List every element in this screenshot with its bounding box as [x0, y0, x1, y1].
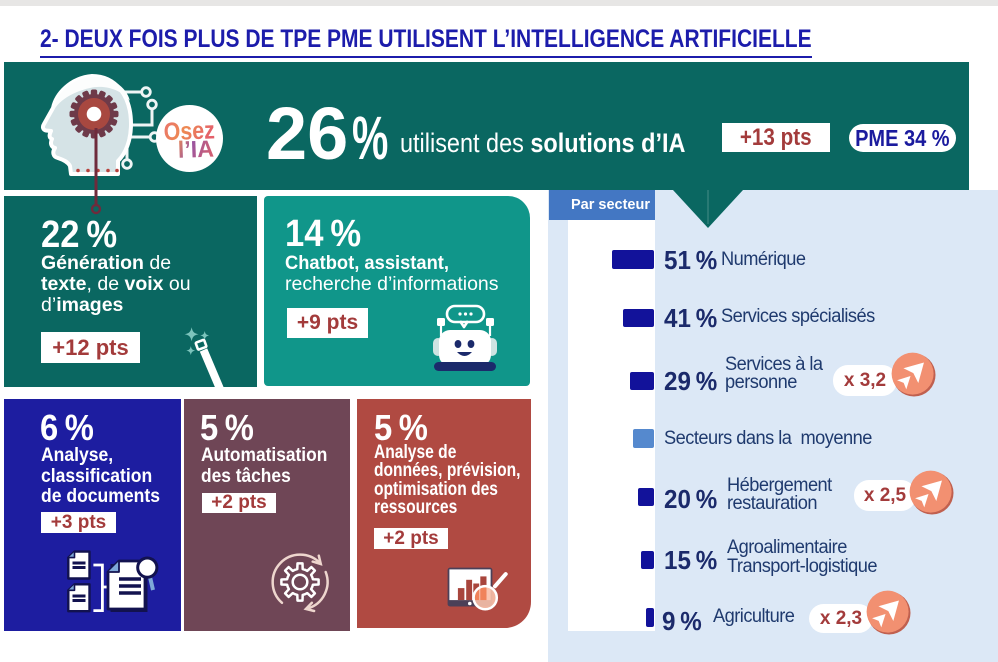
svg-text:Osez: Osez: [163, 116, 215, 146]
svg-text:l’IA: l’IA: [177, 135, 214, 162]
